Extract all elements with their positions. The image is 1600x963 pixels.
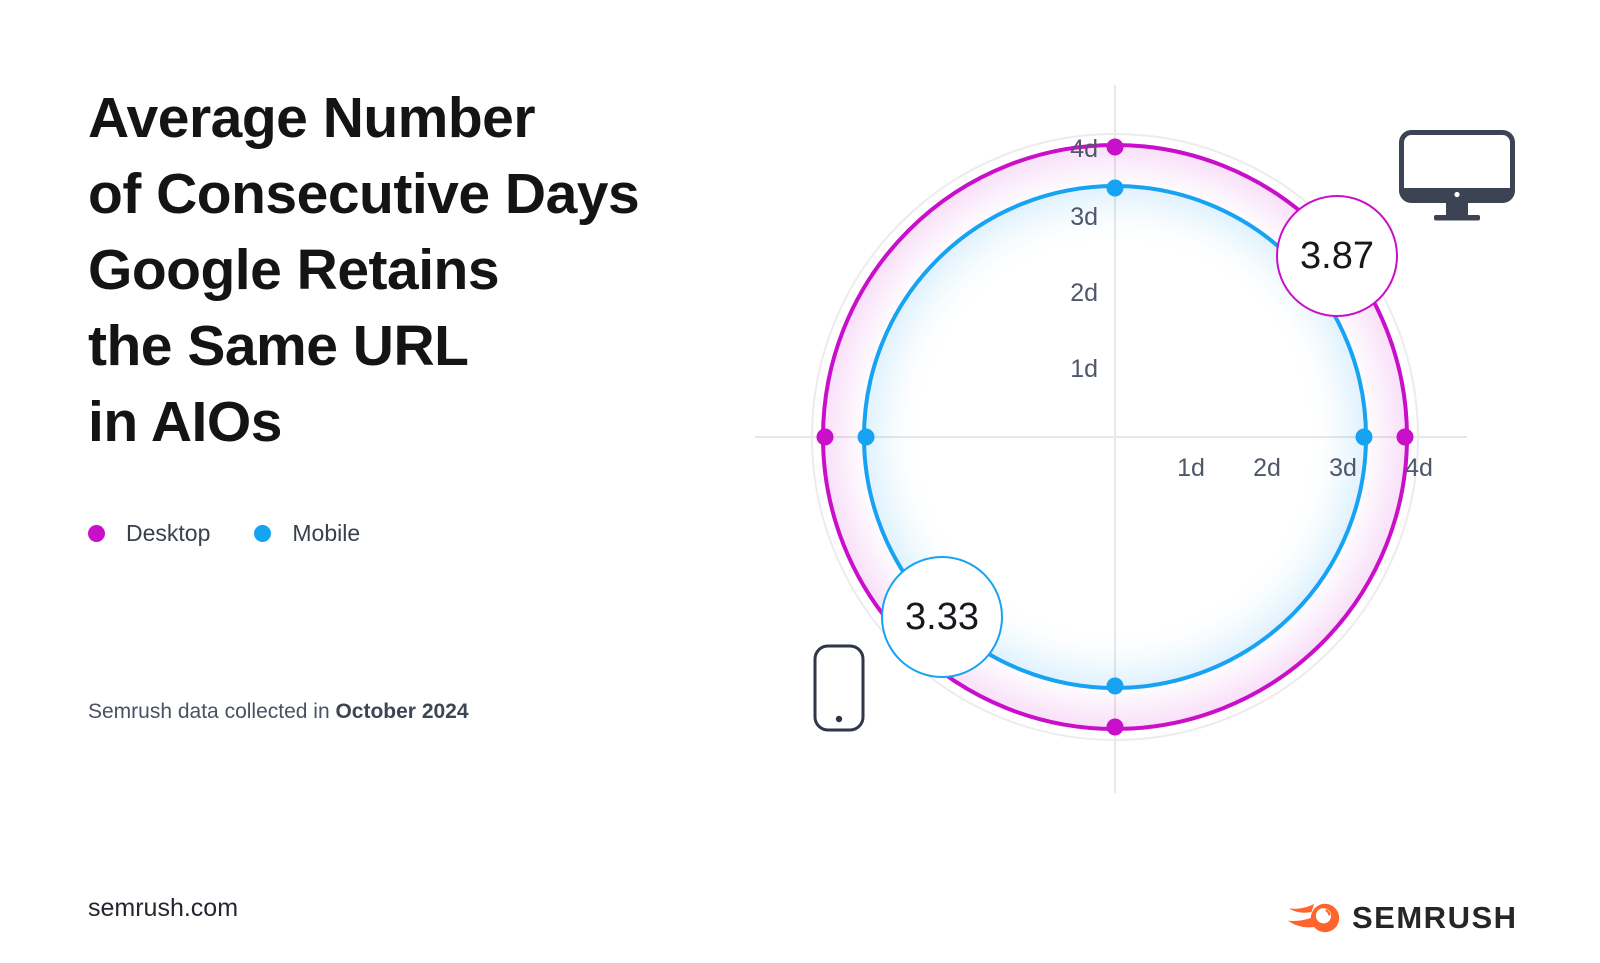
mobile-ring-dot-top [1106,179,1124,197]
chart-legend: Desktop Mobile [88,520,360,547]
legend-label-desktop: Desktop [126,520,211,546]
title-line: Average Number [88,86,536,150]
legend-label-mobile: Mobile [292,520,361,546]
title-line: in AIOs [88,390,282,454]
semrush-logo-icon [1288,903,1340,933]
y-tick-4d: 4d [1070,135,1098,163]
desktop-ring-dot-left [816,428,834,446]
desktop-ring-dot-bottom [1106,718,1124,736]
title-line: of Consecutive Days [88,162,640,226]
mobile-legend-dot-icon [254,525,272,542]
desktop-legend-dot-icon [88,525,105,542]
desktop-ring [816,138,1414,736]
x-tick-1d: 1d [1177,454,1205,482]
mobile-value: 3.33 [905,595,979,638]
mobile-ring-dot-right [1355,428,1373,446]
mobile-ring [857,179,1373,695]
y-tick-1d: 1d [1070,355,1098,383]
title-line: Google Retains [88,238,500,302]
site-url: semrush.com [88,894,239,922]
desktop-monitor-icon [1399,130,1515,221]
mobile-phone-icon [813,644,865,732]
desktop-ring-dot-right [1396,428,1414,446]
x-tick-2d: 2d [1253,454,1281,482]
mobile-ring-dot-bottom [1106,677,1124,695]
legend-item-desktop: Desktop [88,520,210,547]
source-note-text: Semrush data collected in [88,700,336,723]
grid-circle-4d [811,133,1419,741]
desktop-value-badge: 3.87 [1276,195,1398,317]
legend-item-mobile: Mobile [254,520,360,547]
mobile-value-badge: 3.33 [881,556,1003,678]
y-tick-3d: 3d [1070,203,1098,231]
y-tick-2d: 2d [1070,279,1098,307]
semrush-logo-text: SEMRUSH [1352,900,1518,935]
x-tick-3d: 3d [1329,454,1357,482]
title-line: the Same URL [88,314,469,378]
mobile-ring-dot-left [857,428,875,446]
source-note: Semrush data collected in October 2024 [88,700,469,724]
desktop-value: 3.87 [1300,234,1374,277]
x-tick-4d: 4d [1405,454,1433,482]
semrush-logo: SEMRUSH [1288,898,1518,938]
page-title: Average Number of Consecutive Days Googl… [88,80,640,460]
source-note-date: October 2024 [335,700,469,723]
desktop-ring-dot-top [1106,138,1124,156]
